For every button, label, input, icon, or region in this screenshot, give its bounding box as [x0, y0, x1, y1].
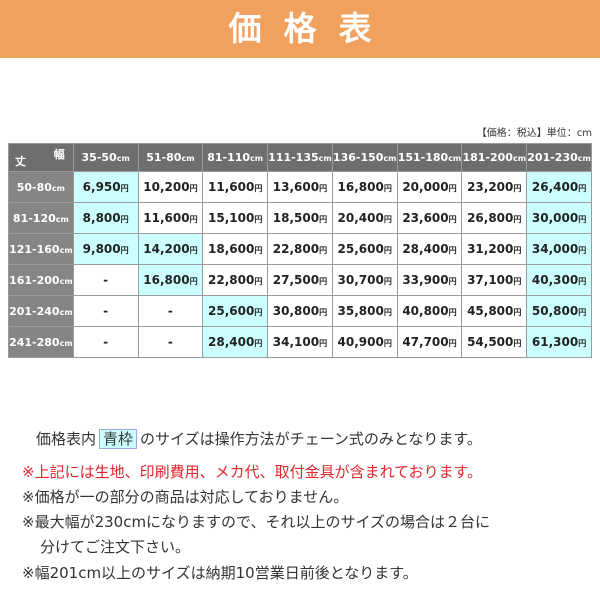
note-line: 分けてご注文下さい。 — [40, 538, 191, 556]
price-cell: 30,000円 — [526, 202, 592, 234]
price-cell: 28,400円 — [396, 233, 463, 265]
price-cell: 28,400円 — [202, 326, 269, 358]
column-header: 111-135cm — [267, 143, 333, 172]
price-cell: 33,900円 — [396, 264, 463, 296]
price-cell: 11,600円 — [137, 202, 204, 234]
column-header: 81-110cm — [202, 143, 269, 172]
price-cell: 35,800円 — [331, 295, 398, 327]
price-cell: - — [137, 326, 204, 358]
header-band — [0, 0, 600, 58]
price-cell: 6,950円 — [72, 171, 139, 203]
width-label: 幅 — [53, 148, 65, 161]
price-cell: 40,800円 — [396, 295, 463, 327]
price-cell: 20,400円 — [331, 202, 398, 234]
row-header: 161-200cm — [8, 264, 74, 296]
note-text: のサイズは操作方法がチェーン式のみとなります。 — [140, 430, 482, 448]
header-row: 幅丈 35-50cm 51-80cm 81-110cm 111-135cm 136-150… — [8, 143, 592, 172]
frame-label: 青枠 — [99, 429, 138, 449]
table-note: 【価格：税込】単位：cm — [476, 128, 592, 139]
price-cell: 16,800円 — [137, 264, 204, 296]
price-cell: 10,200円 — [137, 171, 204, 203]
price-row: 201-240cm - -25,600円 30,800円 35,800円 40,800円 4… — [8, 295, 592, 327]
price-cell: 47,700円 — [396, 326, 463, 358]
price-row: 81-120cm 8,800円 11,600円 15,100円 18,500円 20,40… — [8, 202, 592, 234]
price-cell: 40,300円 — [526, 264, 592, 296]
price-cell: 22,800円 — [202, 264, 269, 296]
price-cell: 34,100円 — [267, 326, 333, 358]
note-line: ※最大幅が230cmになりますので、それ以上のサイズの場合は２台に — [22, 513, 491, 531]
price-cell: 25,600円 — [202, 295, 269, 327]
price-cell: 23,600円 — [396, 202, 463, 234]
row-header: 241-280cm — [8, 326, 74, 358]
price-cell: 18,600円 — [202, 233, 269, 265]
price-cell: 34,000円 — [526, 233, 592, 265]
price-cell: - — [72, 295, 139, 327]
price-cell: 22,800円 — [267, 233, 333, 265]
price-cell: 30,800円 — [267, 295, 333, 327]
price-cell: 54,500円 — [461, 326, 528, 358]
price-cell: 37,100円 — [461, 264, 528, 296]
price-cell: 8,800円 — [72, 202, 139, 234]
note-line: ※価格が一の部分の商品は対応しておりません。 — [22, 488, 349, 506]
price-cell: 18,500円 — [267, 202, 333, 234]
column-header: 201-230cm — [526, 143, 592, 172]
price-cell: - — [72, 264, 139, 296]
price-row: 241-280cm - -28,400円 34,100円 40,900円 47,700円 5… — [8, 326, 592, 358]
price-cell: - — [72, 326, 139, 358]
price-cell: - — [137, 295, 204, 327]
price-cell: 61,300円 — [526, 326, 592, 358]
price-cell: 45,800円 — [461, 295, 528, 327]
price-cell: 9,800円 — [72, 233, 139, 265]
price-cell: 30,700円 — [331, 264, 398, 296]
row-header: 81-120cm — [8, 202, 74, 234]
column-header: 181-200cm — [461, 143, 528, 172]
price-row: 121-160cm 9,800円 14,200円 18,600円 22,800円 25,6… — [8, 233, 592, 265]
price-cell: 13,600円 — [267, 171, 333, 203]
title: 価格表 — [228, 9, 394, 48]
price-cell: 16,800円 — [331, 171, 398, 203]
column-header: 51-80cm — [137, 143, 204, 172]
corner-cell: 幅丈 — [8, 143, 74, 172]
price-cell: 20,000円 — [396, 171, 463, 203]
row-header: 121-160cm — [8, 233, 74, 265]
price-table: 幅丈 35-50cm 51-80cm 81-110cm 111-135cm 136-150… — [8, 143, 592, 358]
price-cell: 31,200円 — [461, 233, 528, 265]
note-text: 価格表内 — [36, 430, 97, 448]
price-cell: 50,800円 — [526, 295, 592, 327]
price-cell: 15,100円 — [202, 202, 269, 234]
column-header: 35-50cm — [72, 143, 139, 172]
row-header: 50-80cm — [8, 171, 74, 203]
note-line: ※幅201cm以上のサイズは納期10営業日前後となります。 — [22, 564, 418, 582]
frame-note: 価格表内 青枠 のサイズは操作方法がチェーン式のみとなります。 — [36, 428, 482, 449]
price-cell: 23,200円 — [461, 171, 528, 203]
price-cell: 27,500円 — [267, 264, 333, 296]
price-cell: 26,800円 — [461, 202, 528, 234]
column-header: 136-150cm — [331, 143, 398, 172]
height-label: 丈 — [15, 155, 26, 168]
price-row: 161-200cm -16,800円 22,800円 27,500円 30,700円 33… — [8, 264, 592, 296]
price-cell: 25,600円 — [331, 233, 398, 265]
column-header: 151-180cm — [396, 143, 463, 172]
row-header: 201-240cm — [8, 295, 74, 327]
price-cell: 26,400円 — [526, 171, 592, 203]
note-line: ※上記には生地、印刷費用、メカ代、取付金具が含まれております。 — [22, 463, 483, 481]
price-row: 50-80cm 6,950円 10,200円 11,600円 13,600円 16,800… — [8, 171, 592, 203]
price-cell: 14,200円 — [137, 233, 204, 265]
price-cell: 11,600円 — [202, 171, 269, 203]
price-cell: 40,900円 — [331, 326, 398, 358]
